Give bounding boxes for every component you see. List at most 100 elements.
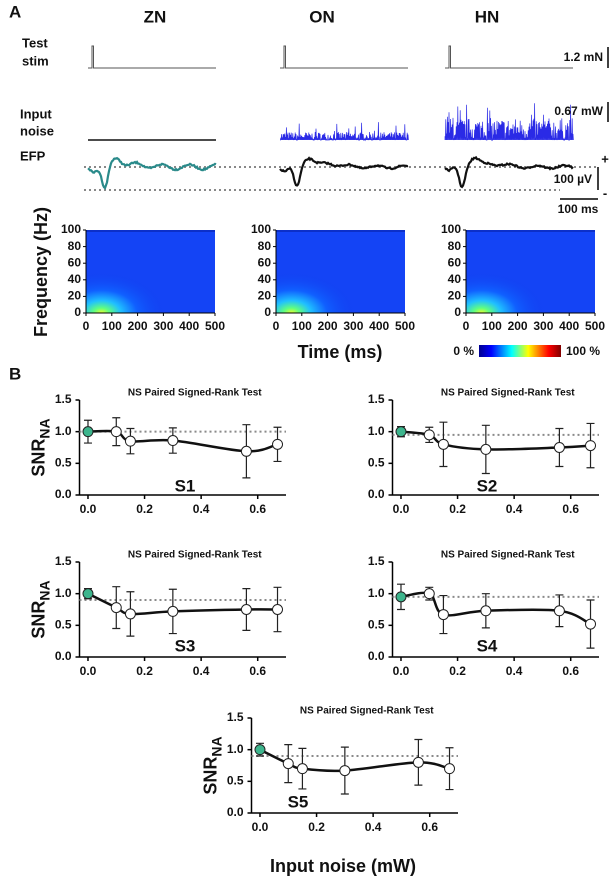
x-tick-label: 200 — [128, 319, 148, 333]
x-tick-label: 500 — [395, 319, 415, 333]
x-tick-label: 0.4 — [193, 502, 210, 516]
y-tick-label: 100 — [441, 222, 461, 236]
x-tick-label: 0.2 — [449, 664, 466, 678]
y-tick-label: 20 — [68, 289, 82, 303]
colorbar — [479, 345, 561, 357]
x-tick-label: 0.0 — [252, 820, 269, 834]
scale-label: - — [603, 185, 607, 200]
chart-label: S4 — [477, 636, 498, 655]
x-tick-label: 0.0 — [393, 502, 410, 516]
chart-label: S3 — [175, 636, 196, 655]
chart-title: NS Paired Signed-Rank Test — [300, 706, 434, 717]
data-point — [444, 763, 456, 775]
scale-label: 0.67 mW — [554, 104, 603, 118]
y-tick-label: 0 — [454, 305, 461, 319]
efp-trace — [87, 156, 217, 190]
x-tick-label: 0.2 — [136, 502, 153, 516]
x-tick-label: 100 — [482, 319, 502, 333]
x-tick-label: 0.4 — [506, 502, 523, 516]
y-tick-label: 1.5 — [55, 554, 72, 568]
x-tick-label: 400 — [369, 319, 389, 333]
x-tick-label: 0.0 — [80, 502, 97, 516]
x-tick-label: 0.2 — [136, 664, 153, 678]
y-tick-label: 1.5 — [368, 392, 385, 406]
scale-label: 1.2 mN — [564, 50, 603, 64]
data-point — [240, 445, 252, 457]
y-label-sub: NA — [36, 418, 52, 438]
x-tick-label: 0 — [463, 319, 470, 333]
data-point — [585, 618, 597, 630]
x-tick-label: 0.2 — [308, 820, 325, 834]
x-tick-label: 400 — [559, 319, 579, 333]
y-tick-label: 1.0 — [368, 424, 385, 438]
y-tick-label: 1.5 — [55, 392, 72, 406]
chart-label: S2 — [477, 476, 498, 495]
panel-label: B — [9, 364, 21, 383]
y-label-main: SNR — [200, 757, 220, 795]
data-point — [167, 605, 179, 617]
row-label: EFP — [20, 148, 46, 163]
data-point — [82, 426, 94, 438]
x-tick-label: 0.6 — [421, 820, 438, 834]
data-point — [124, 608, 136, 620]
x-axis-label: Time (ms) — [298, 342, 383, 362]
y-axis-label: Frequency (Hz) — [31, 207, 51, 337]
stim-trace — [280, 45, 408, 69]
data-point — [412, 756, 424, 768]
x-tick-label: 300 — [533, 319, 553, 333]
data-point — [272, 604, 284, 615]
y-tick-label: 0.5 — [55, 456, 72, 470]
data-point — [480, 605, 492, 617]
x-tick-label: 0.0 — [80, 664, 97, 678]
y-tick-label: 60 — [448, 255, 462, 269]
y-axis-label: SNRNA — [200, 736, 224, 794]
y-tick-label: 1.0 — [55, 424, 72, 438]
y-label-sub: NA — [208, 736, 224, 756]
x-tick-label: 0.0 — [393, 664, 410, 678]
data-point — [437, 609, 449, 621]
y-tick-label: 20 — [448, 289, 462, 303]
x-tick-label: 500 — [585, 319, 605, 333]
y-tick-label: 0 — [74, 305, 81, 319]
scale-label: 100 ms — [558, 202, 599, 216]
y-tick-label: 0.0 — [368, 487, 385, 501]
row-label: Input — [20, 106, 52, 121]
x-tick-label: 100 — [292, 319, 312, 333]
y-tick-label: 0.5 — [55, 618, 72, 632]
row-label: stim — [22, 53, 49, 68]
chart-title: NS Paired Signed-Rank Test — [128, 388, 262, 399]
y-label-main: SNR — [28, 439, 48, 477]
chart-title: NS Paired Signed-Rank Test — [441, 388, 575, 399]
efp-trace — [279, 156, 409, 187]
panel-label: A — [9, 2, 21, 21]
y-label-sub: NA — [36, 580, 52, 600]
heatmap-blob — [86, 230, 215, 313]
column-title: HN — [475, 7, 500, 26]
x-tick-label: 200 — [508, 319, 528, 333]
y-tick-label: 100 — [251, 222, 271, 236]
data-point — [395, 426, 407, 438]
data-point — [553, 442, 565, 453]
y-tick-label: 0.5 — [368, 618, 385, 632]
noise-trace — [444, 103, 574, 142]
heatmap-blob — [466, 230, 595, 313]
y-tick-label: 0.5 — [227, 774, 244, 788]
x-tick-label: 0.6 — [562, 502, 579, 516]
x-tick-label: 0.6 — [562, 664, 579, 678]
y-axis-label: SNRNA — [28, 580, 52, 638]
y-axis-label: SNRNA — [28, 418, 52, 476]
data-point — [395, 591, 407, 603]
data-point — [110, 602, 122, 614]
scale-label: 100 µV — [554, 172, 592, 186]
y-tick-label: 80 — [258, 239, 272, 253]
chart-title: NS Paired Signed-Rank Test — [441, 550, 575, 561]
y-tick-label: 40 — [258, 272, 272, 286]
chart-label: S1 — [175, 476, 196, 495]
x-tick-label: 500 — [205, 319, 225, 333]
noise-trace — [280, 122, 409, 142]
y-tick-label: 0.5 — [368, 456, 385, 470]
data-point — [423, 429, 435, 441]
y-tick-label: 80 — [448, 239, 462, 253]
colorbar-label: 0 % — [453, 344, 474, 358]
